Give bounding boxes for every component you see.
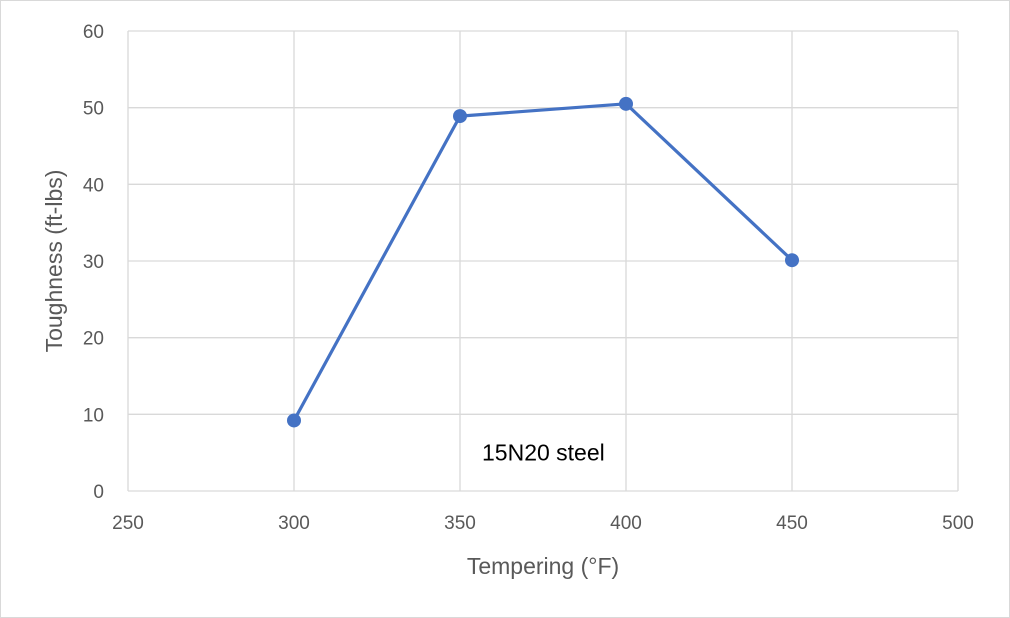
y-tick-label: 20 [83, 329, 104, 350]
y-axis-title: Toughness (ft-lbs) [41, 170, 67, 353]
annotations: 15N20 steel [482, 440, 605, 466]
x-tick-label: 300 [278, 513, 310, 534]
data-point [785, 253, 799, 268]
x-tick-label: 500 [942, 513, 974, 534]
data-point [287, 413, 301, 428]
x-tick-label: 400 [610, 513, 642, 534]
gridlines [127, 30, 959, 492]
y-tick-label: 30 [83, 252, 104, 273]
data-series [287, 96, 799, 428]
x-tick-label: 250 [112, 513, 144, 534]
y-tick-label: 50 [83, 99, 104, 120]
x-tick-label: 350 [444, 513, 476, 534]
y-tick-label: 0 [93, 482, 104, 503]
tick-labels: 0 10 20 30 40 50 60 250 300 350 400 450 500 [83, 22, 974, 534]
y-tick-label: 60 [83, 22, 104, 43]
annotation-label: 15N20 steel [482, 440, 605, 466]
data-point [453, 109, 467, 124]
x-axis-title: Tempering (°F) [467, 553, 619, 579]
y-tick-label: 40 [83, 175, 104, 196]
series-line [292, 102, 794, 422]
data-point [619, 96, 633, 111]
x-tick-label: 450 [776, 513, 808, 534]
y-tick-label: 10 [83, 405, 104, 426]
